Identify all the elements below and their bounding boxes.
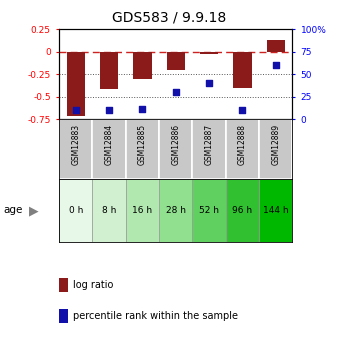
Bar — [192, 179, 226, 242]
Bar — [226, 119, 259, 179]
Point — [106, 107, 112, 113]
Text: percentile rank within the sample: percentile rank within the sample — [73, 311, 238, 321]
Text: age: age — [3, 206, 23, 215]
Bar — [59, 119, 93, 179]
Text: GSM12887: GSM12887 — [204, 124, 214, 165]
Bar — [67, 52, 85, 116]
Text: 8 h: 8 h — [102, 206, 116, 215]
Bar — [267, 40, 285, 52]
Point — [140, 106, 145, 112]
Text: GSM12885: GSM12885 — [138, 124, 147, 165]
Point — [240, 107, 245, 113]
Text: GSM12888: GSM12888 — [238, 124, 247, 165]
Text: 144 h: 144 h — [263, 206, 289, 215]
Text: log ratio: log ratio — [73, 280, 113, 289]
Text: 28 h: 28 h — [166, 206, 186, 215]
Bar — [126, 179, 159, 242]
Text: GSM12884: GSM12884 — [105, 124, 114, 165]
Bar — [159, 179, 192, 242]
Point — [73, 107, 78, 113]
Text: 0 h: 0 h — [69, 206, 83, 215]
Bar — [100, 52, 118, 89]
Text: GSM12889: GSM12889 — [271, 124, 280, 165]
Bar — [93, 119, 126, 179]
Bar — [159, 119, 192, 179]
Bar — [59, 179, 93, 242]
Point — [273, 62, 279, 68]
Bar — [167, 52, 185, 70]
Bar — [259, 119, 292, 179]
Point — [173, 89, 178, 95]
Bar — [259, 179, 292, 242]
Bar — [126, 119, 159, 179]
Bar — [226, 179, 259, 242]
Text: ▶: ▶ — [29, 204, 38, 217]
Text: 52 h: 52 h — [199, 206, 219, 215]
Text: GDS583 / 9.9.18: GDS583 / 9.9.18 — [112, 10, 226, 24]
Bar — [192, 119, 226, 179]
Text: 16 h: 16 h — [132, 206, 152, 215]
Text: GSM12883: GSM12883 — [71, 124, 80, 165]
Bar — [200, 52, 218, 53]
Bar — [93, 179, 126, 242]
Bar — [233, 52, 251, 88]
Bar — [133, 52, 152, 79]
Text: 96 h: 96 h — [232, 206, 252, 215]
Point — [207, 80, 212, 86]
Text: GSM12886: GSM12886 — [171, 124, 180, 165]
